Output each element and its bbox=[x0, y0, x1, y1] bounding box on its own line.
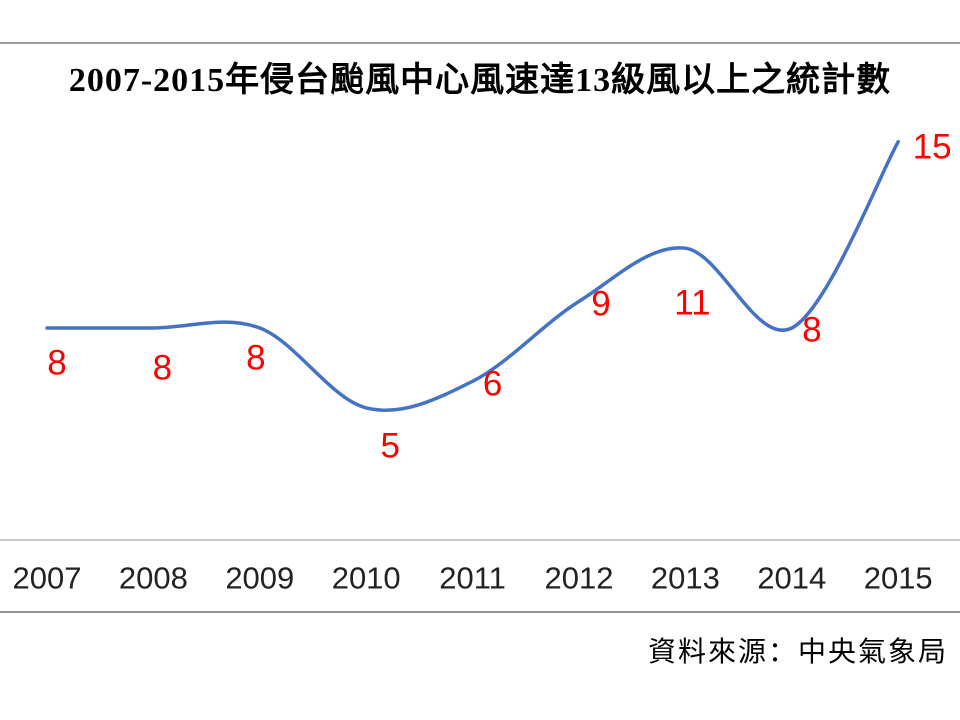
data-label: 8 bbox=[152, 348, 173, 388]
chart-title: 2007-2015年侵台颱風中心風速達13級風以上之統計數 bbox=[68, 62, 892, 99]
data-label: 8 bbox=[802, 310, 822, 350]
data-label: 6 bbox=[482, 364, 503, 404]
x-axis-label: 2012 bbox=[544, 560, 614, 596]
source-note: 資料來源：中央氣象局 bbox=[647, 637, 948, 668]
x-axis-label: 2011 bbox=[439, 560, 506, 596]
x-axis-label: 2013 bbox=[650, 560, 720, 596]
data-label: 15 bbox=[912, 127, 952, 167]
data-label: 8 bbox=[47, 343, 67, 383]
x-axis-label: 2008 bbox=[118, 560, 188, 596]
bottom-divider-line bbox=[0, 611, 960, 613]
x-axis-label: 2014 bbox=[757, 560, 827, 596]
data-label: 5 bbox=[380, 426, 400, 466]
x-axis-label: 2007 bbox=[12, 560, 82, 596]
x-axis-label: 2015 bbox=[863, 560, 933, 596]
x-axis-label: 2010 bbox=[331, 560, 401, 596]
data-label: 11 bbox=[674, 283, 711, 323]
data-label: 8 bbox=[246, 338, 266, 378]
line-series-path bbox=[45, 139, 900, 413]
top-divider-line bbox=[0, 42, 960, 44]
data-label: 9 bbox=[591, 284, 611, 324]
x-axis-label: 2009 bbox=[225, 560, 295, 596]
x-axis-line bbox=[0, 539, 960, 541]
